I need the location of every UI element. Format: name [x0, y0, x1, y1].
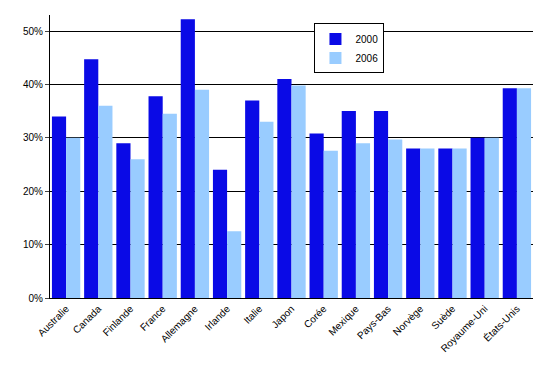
svg-text:Allemagne: Allemagne	[159, 303, 200, 344]
svg-text:États-Unis: États-Unis	[481, 302, 522, 343]
svg-text:Mexique: Mexique	[326, 303, 361, 338]
svg-text:50%: 50%	[23, 26, 43, 37]
svg-text:Australie: Australie	[36, 303, 72, 339]
svg-text:Japon: Japon	[269, 303, 296, 330]
svg-text:Irlande: Irlande	[203, 303, 233, 333]
svg-text:France: France	[138, 303, 168, 333]
svg-text:Norvège: Norvège	[391, 303, 426, 338]
svg-text:10%: 10%	[23, 239, 43, 250]
svg-text:Suède: Suède	[429, 303, 458, 332]
svg-text:40%: 40%	[23, 79, 43, 90]
svg-text:Pays-Bas: Pays-Bas	[355, 303, 393, 341]
svg-text:Canada: Canada	[71, 303, 104, 336]
svg-text:Royaume-Uni: Royaume-Uni	[439, 303, 490, 354]
svg-text:0%: 0%	[29, 293, 44, 304]
svg-text:Corée: Corée	[302, 303, 329, 330]
svg-text:2006: 2006	[355, 53, 378, 64]
svg-text:2000: 2000	[355, 34, 378, 45]
svg-text:30%: 30%	[23, 132, 43, 143]
svg-text:Italie: Italie	[242, 303, 265, 326]
svg-text:20%: 20%	[23, 186, 43, 197]
svg-text:Finlande: Finlande	[101, 303, 136, 338]
